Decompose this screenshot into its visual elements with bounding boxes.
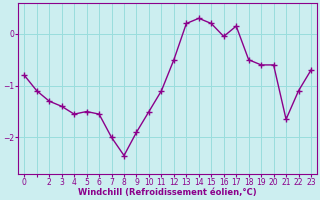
X-axis label: Windchill (Refroidissement éolien,°C): Windchill (Refroidissement éolien,°C) <box>78 188 257 197</box>
